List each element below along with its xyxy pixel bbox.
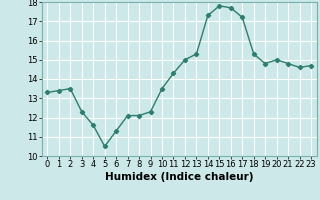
X-axis label: Humidex (Indice chaleur): Humidex (Indice chaleur) xyxy=(105,172,253,182)
